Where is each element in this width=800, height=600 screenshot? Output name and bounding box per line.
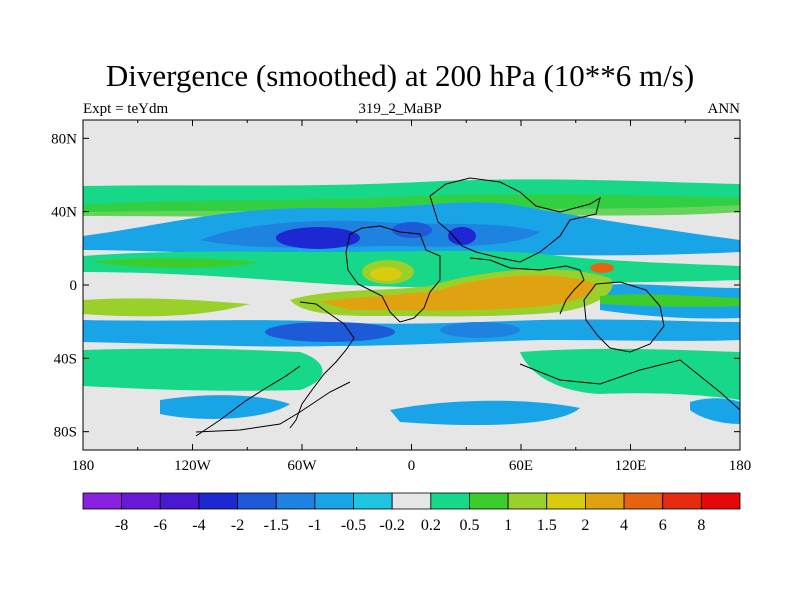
contour-blob — [448, 227, 476, 245]
x-tick-label: 180 — [729, 458, 752, 474]
colorbar-swatch — [159, 492, 200, 510]
contour-band — [390, 400, 580, 426]
contour-band — [160, 395, 290, 419]
contour-band — [520, 348, 740, 400]
colorbar-swatch — [585, 492, 625, 510]
contour-band — [600, 294, 740, 307]
colorbar-swatch — [391, 492, 432, 510]
x-tick-label: 180 — [72, 458, 95, 474]
y-tick-label: 0 — [70, 278, 78, 294]
colorbar-label: -1 — [308, 517, 321, 534]
season-label: ANN — [707, 101, 741, 117]
x-tick-label: 120E — [615, 458, 647, 474]
colorbar-label: -6 — [154, 517, 167, 534]
colorbar-swatch — [82, 492, 123, 510]
x-tick-label: 60W — [287, 458, 317, 474]
colorbar-swatch — [469, 492, 509, 510]
south-america-outline — [289, 301, 355, 429]
contour-blob — [265, 322, 395, 342]
colorbar-labels: -8 -6 -4 -2 -1.5 -1 -0.5 -0.2 0.2 0.5 1 1.5 2 4 6 8 — [115, 517, 705, 534]
colorbar-label: 1.5 — [537, 517, 557, 534]
colorbar-label: -2 — [231, 517, 244, 534]
colorbar-label: 1 — [504, 517, 512, 534]
colorbar-swatch — [700, 492, 741, 510]
colorbar-swatch — [237, 492, 277, 510]
colorbar — [82, 492, 741, 510]
contour-band — [690, 398, 740, 424]
x-tick-label: 0 — [408, 458, 416, 474]
contour-blob — [590, 263, 614, 273]
colorbar-label: 0.2 — [421, 517, 441, 534]
colorbar-label: -0.2 — [380, 517, 405, 534]
colorbar-swatch — [198, 492, 238, 510]
contour-blob — [440, 322, 520, 338]
contour-band — [83, 319, 740, 347]
colorbar-label: 2 — [581, 517, 589, 534]
colorbar-swatch — [353, 492, 393, 510]
colorbar-swatch — [121, 492, 161, 510]
australia-outline — [583, 281, 665, 353]
continent-outlines — [195, 177, 740, 437]
y-tick-label: 80N — [51, 131, 77, 147]
axis-ticks — [82, 120, 741, 450]
colorbar-swatch — [507, 492, 548, 510]
contour-blob — [370, 267, 402, 281]
y-tick-label: 40S — [54, 351, 77, 367]
contour-fill — [83, 179, 740, 426]
y-tick-label: 80S — [54, 425, 77, 441]
contour-band — [83, 298, 250, 317]
map-plot-area — [82, 119, 741, 451]
eurasia-outline — [429, 177, 601, 263]
y-tick-label: 40N — [51, 205, 77, 221]
contour-blob — [276, 227, 360, 249]
colorbar-swatch — [662, 492, 702, 510]
contour-blob — [392, 222, 432, 238]
colorbar-label: -1.5 — [264, 517, 289, 534]
contour-band — [90, 258, 260, 268]
colorbar-swatch — [623, 492, 664, 510]
contour-band — [83, 348, 323, 391]
andes-outline — [195, 365, 301, 437]
y-axis-labels: 80N 40N 0 40S 80S — [51, 131, 77, 440]
colorbar-swatch — [430, 492, 470, 510]
x-tick-label: 60E — [509, 458, 533, 474]
colorbar-label: 8 — [697, 517, 705, 534]
experiment-label: Expt = teYdm — [83, 101, 169, 117]
colorbar-label: -4 — [192, 517, 205, 534]
contour-band — [320, 275, 596, 311]
contour-band — [83, 194, 740, 217]
colorbar-label: 0.5 — [459, 517, 479, 534]
colorbar-label: 4 — [620, 517, 628, 534]
x-tick-label: 120W — [174, 458, 212, 474]
antarctica-outline — [195, 359, 740, 433]
asia-coast-outline — [469, 257, 585, 315]
colorbar-label: -8 — [115, 517, 128, 534]
colorbar-swatch — [275, 492, 316, 510]
colorbar-swatch — [314, 492, 354, 510]
chart-title: Divergence (smoothed) at 200 hPa (10**6 … — [105, 58, 695, 93]
colorbar-label: -0.5 — [341, 517, 366, 534]
x-axis-labels: 180 120W 60W 0 60E 120E 180 — [72, 458, 752, 474]
colorbar-swatch — [546, 492, 586, 510]
colorbar-label: 6 — [659, 517, 667, 534]
case-label: 319_2_MaBP — [358, 101, 442, 117]
africa-outline — [345, 225, 441, 323]
